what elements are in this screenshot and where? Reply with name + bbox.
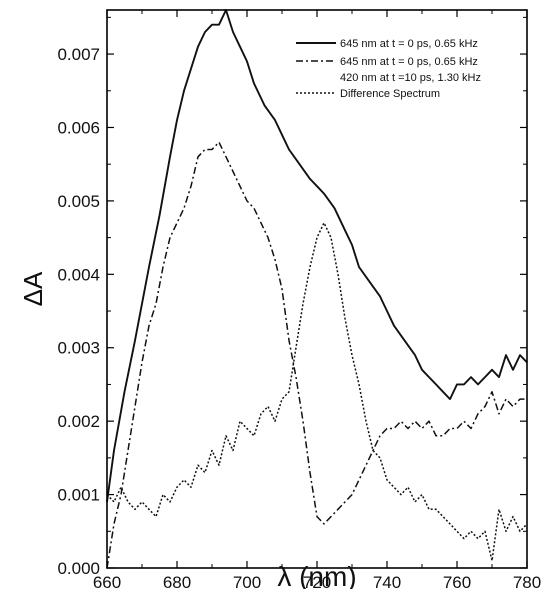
y-tick-label: 0.003 xyxy=(57,339,100,358)
plot-frame xyxy=(106,9,528,569)
series-line-2-dashdot xyxy=(106,141,527,569)
y-axis-title: ΔA xyxy=(18,271,48,306)
legend-entry: 645 nm at t = 0 ps, 0.65 kHz xyxy=(340,56,478,68)
legend-entry: Difference Spectrum xyxy=(340,88,440,100)
x-tick-label: 780 xyxy=(513,573,541,589)
x-axis-title: λ (nm) xyxy=(277,561,356,589)
y-tick-label: 0.000 xyxy=(57,559,100,578)
legend: 645 nm at t = 0 ps, 0.65 kHz 645 nm at t … xyxy=(296,38,481,100)
tick-labels: 660 680 700 720 740 760 780 0.000 0.001 0.002 0.00… xyxy=(57,45,541,589)
legend-entry: 420 nm at t =10 ps, 1.30 kHz xyxy=(340,72,481,84)
x-tick-label: 680 xyxy=(163,573,191,589)
y-tick-label: 0.005 xyxy=(57,192,100,211)
y-tick-label: 0.004 xyxy=(57,265,100,284)
y-tick-label: 0.007 xyxy=(57,45,100,64)
y-tick-label: 0.001 xyxy=(57,486,100,505)
series-line-1-solid xyxy=(106,9,528,503)
x-tick-label: 700 xyxy=(233,573,261,589)
legend-entry: 645 nm at t = 0 ps, 0.65 kHz xyxy=(340,38,478,50)
series-line-3-dotted xyxy=(106,222,528,562)
y-tick-label: 0.002 xyxy=(57,412,100,431)
x-tick-label: 740 xyxy=(373,573,401,589)
y-tick-label: 0.006 xyxy=(57,118,100,137)
x-tick-label: 660 xyxy=(93,573,121,589)
x-tick-label: 760 xyxy=(443,573,471,589)
x-tick-label: 720 xyxy=(303,573,331,589)
series-lines xyxy=(106,9,528,569)
